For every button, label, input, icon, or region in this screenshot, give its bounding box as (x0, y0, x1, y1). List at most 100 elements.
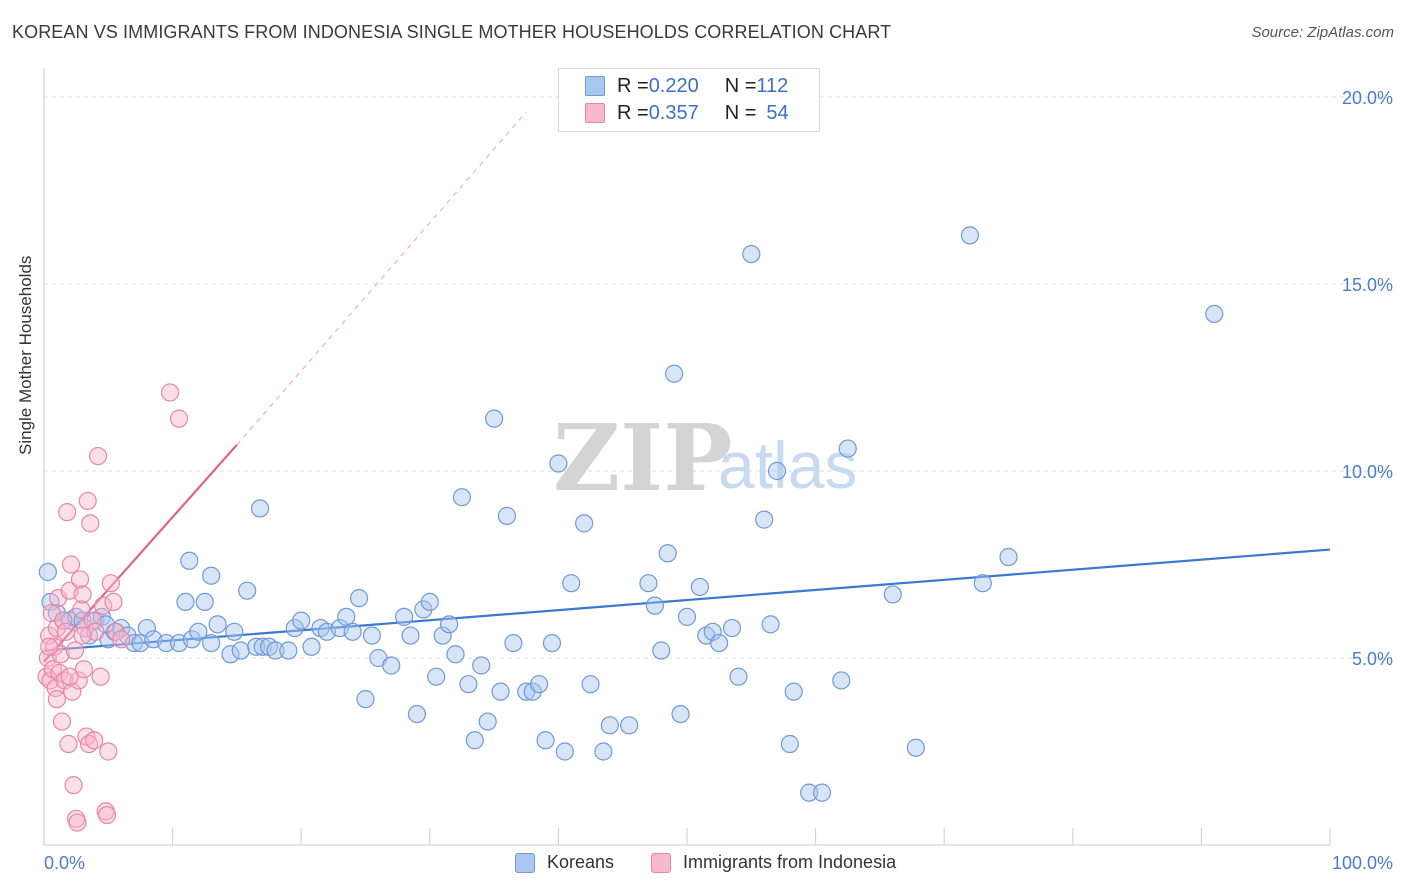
indonesia-point (45, 637, 64, 656)
korean-point (755, 510, 774, 529)
indonesia-point (70, 570, 90, 589)
correlation-legend: R = 0.220 N = 112 R = 0.357 N = 54 (558, 68, 820, 132)
indonesia-point (101, 574, 120, 593)
korean-point (439, 615, 459, 634)
watermark: ZIP atlas (553, 404, 857, 512)
data-points (37, 226, 1224, 832)
korean-point (394, 607, 414, 626)
korean-point (414, 600, 433, 619)
y-axis-label: Single Mother Households (16, 255, 35, 455)
korean-point (349, 589, 369, 608)
series-legend: Koreans Immigrants from Indonesia (0, 852, 1406, 876)
legend-swatch (515, 852, 535, 873)
legend-swatch-indonesia (585, 103, 605, 123)
korean-point (832, 671, 851, 690)
korean-point (710, 633, 729, 653)
korean-point (356, 690, 375, 709)
indonesia-trend-extension (236, 111, 527, 446)
korean-point (452, 488, 472, 507)
legend-n-value: 54 (766, 101, 789, 124)
korean-point (182, 630, 201, 649)
legend-r-label: R = (617, 101, 649, 124)
korean-trend-line (43, 548, 1331, 652)
indonesia-point (94, 596, 113, 615)
korean-point (812, 783, 832, 802)
korean-point (600, 716, 619, 735)
korean-point (639, 574, 658, 593)
korean-point (176, 592, 195, 612)
korean-point (343, 622, 362, 641)
korean-point (459, 675, 478, 694)
korean-point (250, 499, 270, 518)
x-tick-label: 0.0% (44, 853, 85, 873)
legend-r-value: 0.357 (648, 101, 699, 124)
indonesia-point (65, 641, 84, 660)
korean-point (180, 551, 199, 570)
korean-point (202, 566, 221, 585)
indonesia-point (78, 491, 97, 511)
korean-point (652, 641, 671, 660)
legend-item-koreans[interactable]: Koreans (515, 852, 614, 873)
axes (43, 68, 1331, 846)
korean-point (883, 585, 902, 604)
tick-labels: 5.0% 10.0% 15.0% 20.0% 0.0% 100.0% (44, 88, 1393, 873)
korean-point (665, 364, 684, 383)
y-tick-label: 20.0% (1342, 88, 1393, 108)
korean-point (549, 454, 568, 473)
indonesia-point (47, 618, 66, 638)
y-tick-label: 5.0% (1352, 649, 1393, 669)
korean-point (279, 641, 298, 660)
korean-point (999, 547, 1018, 567)
korean-point (960, 226, 980, 245)
legend-r-value: 0.220 (648, 74, 699, 97)
korean-point (221, 645, 240, 664)
korean-point (620, 716, 639, 735)
indonesia-point (68, 813, 87, 832)
indonesia-point (47, 690, 66, 709)
watermark-zip: ZIP (553, 404, 732, 512)
legend-row-indonesia: R = 0.357 N = 54 (585, 102, 789, 124)
legend-swatch-koreans (585, 76, 605, 96)
indonesia-point (72, 600, 91, 619)
indonesia-point (64, 776, 83, 795)
indonesia-point (74, 660, 93, 679)
korean-point (157, 633, 176, 653)
korean-point (231, 641, 250, 660)
korean-point (536, 731, 555, 750)
indonesia-point (91, 667, 110, 686)
indonesia-point (85, 731, 104, 750)
korean-point (530, 675, 549, 694)
korean-point (838, 439, 857, 458)
korean-point (575, 514, 594, 533)
trend-lines (43, 111, 1331, 663)
korean-point (38, 562, 57, 582)
korean-point (137, 618, 156, 638)
korean-point (247, 637, 266, 656)
korean-point (302, 637, 321, 656)
korean-point (465, 731, 484, 750)
korean-point (555, 742, 574, 761)
indonesia-point (40, 637, 59, 656)
legend-n-label: N = (724, 74, 757, 97)
korean-point (690, 577, 709, 597)
korean-point (420, 592, 439, 612)
grid-lines (44, 96, 1392, 659)
legend-item-indonesia[interactable]: Immigrants from Indonesia (651, 852, 896, 873)
indonesia-point (97, 805, 117, 825)
korean-point (1205, 304, 1224, 324)
source-label: Source: ZipAtlas.com (1251, 24, 1394, 41)
indonesia-point (73, 626, 92, 645)
indonesia-point (59, 734, 78, 754)
korean-point (266, 641, 285, 660)
korean-point (337, 607, 356, 626)
x-tick-label: 100.0% (1332, 853, 1393, 873)
indonesia-point (160, 383, 180, 402)
korean-point (722, 618, 742, 638)
korean-point (497, 506, 517, 525)
korean-point (478, 712, 497, 731)
korean-point (671, 704, 690, 724)
indonesia-point (61, 555, 81, 574)
korean-point (485, 409, 504, 428)
korean-point (407, 704, 427, 724)
